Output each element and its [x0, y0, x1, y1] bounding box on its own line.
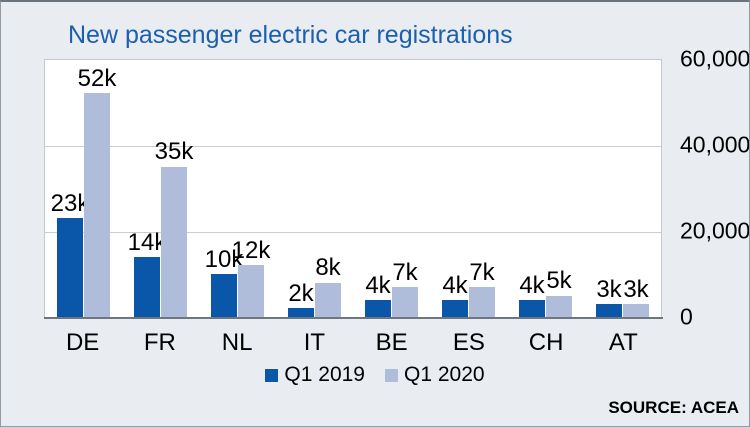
- category-label-ch: CH: [528, 329, 564, 356]
- chart-legend: Q1 2019 Q1 2020: [1, 363, 749, 387]
- bar-value-label: 3k: [623, 275, 649, 303]
- bar-column: 3k: [596, 277, 622, 317]
- bar-at-q1-2019: [596, 304, 622, 317]
- category-label-fr: FR: [143, 329, 176, 356]
- bar-value-label: 2k: [288, 280, 314, 308]
- bar-at-q1-2020: [623, 304, 649, 317]
- bar-group-fr: 14k 35k: [122, 60, 199, 317]
- bar-fr-q1-2020: [161, 166, 187, 317]
- legend-item-q1-2020: Q1 2020: [385, 363, 485, 387]
- bar-ch-q1-2020: [546, 295, 572, 317]
- bar-value-label: 35k: [154, 138, 194, 166]
- bar-nl-q1-2019: [211, 274, 237, 317]
- bar-column: 7k: [392, 260, 418, 317]
- bar-value-label: 12k: [231, 237, 271, 265]
- bar-it-q1-2019: [288, 308, 314, 317]
- bar-column: 52k: [78, 66, 116, 317]
- bar-group-ch: 4k 5k: [507, 60, 584, 317]
- legend-label: Q1 2020: [404, 363, 485, 386]
- bar-groups: 23k 52k 14k 35k 10k 12k 2k 8k 4k 7k 4k 7k 4k 5k 3k 3k: [45, 60, 661, 317]
- bar-value-label: 7k: [392, 258, 418, 286]
- bar-value-label: 52k: [77, 65, 117, 93]
- bar-group-de: 23k 52k: [45, 60, 122, 317]
- bar-column: 35k: [155, 139, 193, 317]
- bar-be-q1-2019: [365, 299, 391, 317]
- bar-value-label: 4k: [365, 271, 391, 299]
- y-axis-tick-labels: 0 20,000 40,000 60,000: [680, 2, 750, 426]
- bar-value-label: 10k: [204, 245, 244, 273]
- legend-swatch-icon: [385, 368, 398, 382]
- bar-column: 10k: [205, 247, 243, 317]
- bar-es-q1-2019: [442, 299, 468, 317]
- legend-swatch-icon: [265, 368, 279, 382]
- bar-fr-q1-2019: [134, 256, 160, 317]
- bar-nl-q1-2020: [238, 265, 264, 317]
- bar-column: 4k: [519, 271, 545, 317]
- legend-item-q1-2019: Q1 2019: [265, 363, 365, 387]
- legend-label: Q1 2019: [284, 363, 365, 386]
- category-label-de: DE: [65, 329, 100, 356]
- bar-column: 12k: [232, 238, 270, 317]
- bar-value-label: 4k: [519, 271, 545, 299]
- y-tick-label-60000: 60,000: [680, 45, 750, 72]
- bar-column: 14k: [128, 229, 166, 317]
- source-credit: SOURCE: ACEA: [608, 398, 739, 417]
- plot-area: 23k 52k 14k 35k 10k 12k 2k 8k 4k 7k 4k 7k 4k 5k 3k 3k: [44, 59, 662, 317]
- bar-group-be: 4k 7k: [353, 60, 430, 317]
- bar-value-label: 3k: [596, 275, 622, 303]
- y-tick-label-0: 0: [680, 303, 693, 330]
- category-label-at: AT: [608, 329, 638, 356]
- bar-column: 7k: [469, 260, 495, 317]
- bar-column: 2k: [288, 281, 314, 317]
- bar-group-es: 4k 7k: [430, 60, 507, 317]
- x-axis-category-labels: DE FR NL IT BE ES CH AT: [44, 329, 662, 357]
- bar-it-q1-2020: [315, 282, 341, 317]
- bar-value-label: 4k: [442, 271, 468, 299]
- gridline-40000: [45, 146, 661, 147]
- x-axis-line: [44, 317, 663, 319]
- bar-de-q1-2019: [57, 218, 83, 317]
- bar-column: 5k: [546, 268, 572, 317]
- bar-column: 8k: [315, 255, 341, 317]
- category-label-nl: NL: [221, 329, 253, 356]
- category-label-es: ES: [452, 329, 485, 356]
- gridline-20000: [45, 232, 661, 233]
- bar-column: 3k: [623, 277, 649, 317]
- bar-group-nl: 10k 12k: [199, 60, 276, 317]
- bar-column: 4k: [365, 271, 391, 317]
- bar-value-label: 7k: [469, 258, 495, 286]
- bar-ch-q1-2019: [519, 299, 545, 317]
- bar-de-q1-2020: [84, 93, 110, 317]
- bar-value-label: 23k: [50, 189, 90, 217]
- y-tick-label-20000: 20,000: [680, 217, 750, 244]
- bar-group-it: 2k 8k: [276, 60, 353, 317]
- category-label-be: BE: [375, 329, 408, 356]
- bar-value-label: 14k: [127, 228, 167, 256]
- bar-column: 4k: [442, 271, 468, 317]
- bar-be-q1-2020: [392, 286, 418, 317]
- category-label-it: IT: [303, 329, 326, 356]
- bar-es-q1-2020: [469, 286, 495, 317]
- bar-group-at: 3k 3k: [584, 60, 661, 317]
- bar-value-label: 5k: [546, 267, 572, 295]
- y-tick-label-40000: 40,000: [680, 131, 750, 158]
- bar-value-label: 8k: [315, 254, 341, 282]
- bar-column: 23k: [51, 191, 89, 317]
- chart-title: New passenger electric car registrations: [68, 21, 513, 49]
